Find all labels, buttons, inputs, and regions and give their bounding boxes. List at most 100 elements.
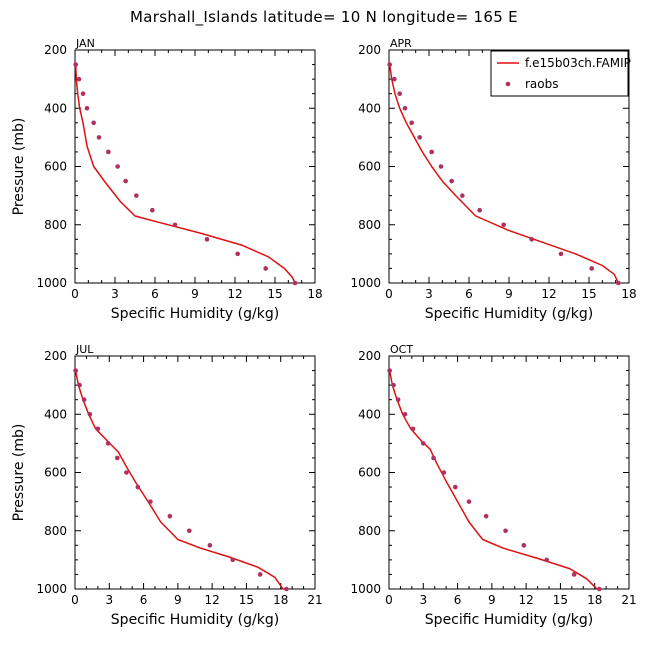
obs-point [76, 76, 82, 82]
obs-point [292, 280, 298, 286]
obs-point [148, 499, 153, 504]
obs-point [150, 207, 155, 213]
model-profile-line [74, 64, 296, 284]
x-tick-label: 12 [205, 593, 220, 607]
panel-oct: 0 3 6 9 12 15 18 21 200 400 600 800 1000 OCT Specific … [350, 343, 636, 628]
y-axis-title: Pressure (mb) [11, 118, 27, 216]
y-tick-label: 200 [44, 43, 67, 57]
x-tick-label: 3 [105, 593, 113, 607]
obs-point [395, 397, 401, 402]
y-tick-label: 200 [358, 349, 381, 363]
obs-point [483, 513, 489, 519]
x-tick-label: 12 [227, 287, 242, 301]
obs-point [558, 251, 564, 257]
y-tick-label: 800 [358, 524, 381, 538]
obs-point [387, 368, 392, 373]
obs-point [441, 470, 447, 475]
obs-point [452, 484, 458, 490]
obs-point [91, 120, 96, 126]
x-tick-label: 6 [454, 593, 462, 607]
obs-point [410, 426, 416, 432]
obs-point [135, 484, 141, 490]
panel-jan: 0 3 6 9 12 15 18 200 400 600 800 1000 JAN Specific Hu… [11, 37, 323, 322]
y-tick-label: 400 [44, 101, 67, 115]
y-tick-label: 1000 [350, 582, 381, 596]
obs-point [263, 266, 268, 271]
obs-point [124, 470, 129, 475]
obs-point [391, 382, 396, 388]
plot-frame [74, 49, 316, 284]
x-tick-label: 0 [385, 287, 393, 301]
y-tick-label: 400 [358, 407, 381, 421]
legend-box [490, 50, 629, 97]
obs-point [544, 557, 550, 563]
x-tick-label: 12 [541, 287, 556, 301]
x-tick-label: 15 [267, 287, 282, 301]
obs-point [230, 557, 236, 563]
x-tick-label: 18 [273, 593, 288, 607]
obs-point [460, 193, 465, 198]
obs-point [95, 426, 101, 432]
y-tick-label: 1000 [350, 276, 381, 290]
obs-point [429, 149, 434, 155]
obs-point [105, 441, 111, 446]
obs-point [392, 76, 397, 82]
x-tick-label: 21 [307, 593, 322, 607]
model-profile-line [388, 64, 619, 284]
x-tick-label: 9 [505, 287, 513, 301]
obs-point [501, 222, 506, 228]
x-tick-label: 3 [425, 287, 433, 301]
y-tick-label: 600 [44, 466, 67, 480]
y-tick-label: 800 [358, 218, 381, 232]
x-axis-title: Specific Humidity (g/kg) [425, 612, 593, 628]
obs-point [186, 528, 192, 534]
obs-point [204, 237, 210, 242]
x-tick-label: 3 [419, 593, 427, 607]
panel-title: JAN [75, 37, 95, 50]
obs-point [134, 193, 139, 198]
obs-point [172, 222, 178, 228]
obs-point [80, 91, 86, 96]
x-tick-label: 18 [307, 287, 322, 301]
y-tick-label: 400 [44, 407, 67, 421]
legend: f.e15b03ch.FAMIP raobs [490, 50, 631, 97]
obs-point [77, 382, 82, 388]
obs-point [84, 105, 90, 111]
legend-obs-swatch [505, 81, 511, 87]
obs-point [96, 135, 102, 140]
obs-point [402, 411, 408, 417]
obs-point [73, 62, 78, 67]
panel-apr: 0 3 6 9 12 15 18 200 400 600 800 1000 APR Specific Hu… [350, 37, 636, 322]
x-tick-label: 0 [385, 593, 393, 607]
obs-point [438, 164, 444, 169]
x-tick-label: 9 [191, 287, 199, 301]
x-tick-label: 9 [174, 593, 182, 607]
y-tick-label: 1000 [36, 276, 67, 290]
x-tick-label: 15 [239, 593, 254, 607]
obs-point [503, 528, 508, 534]
obs-point [449, 178, 454, 184]
x-axis-title: Specific Humidity (g/kg) [111, 306, 279, 322]
obs-point [431, 455, 436, 461]
plot-frame [388, 355, 630, 590]
model-profile-line [74, 370, 284, 590]
obs-point [521, 543, 527, 548]
obs-point [114, 455, 120, 461]
x-tick-label: 21 [621, 593, 636, 607]
obs-point [284, 586, 289, 592]
x-tick-label: 12 [519, 593, 534, 607]
obs-point [123, 178, 128, 184]
y-tick-label: 1000 [36, 582, 67, 596]
obs-point [106, 149, 111, 155]
panel-title: JUL [75, 343, 94, 356]
obs-point [235, 251, 240, 257]
obs-point [466, 499, 472, 504]
y-tick-label: 600 [358, 466, 381, 480]
obs-point [115, 164, 120, 169]
obs-point [207, 543, 213, 548]
y-tick-label: 800 [44, 218, 67, 232]
obs-point [589, 266, 594, 271]
obs-point [167, 513, 173, 519]
obs-point [477, 207, 482, 213]
x-tick-label: 0 [71, 593, 79, 607]
